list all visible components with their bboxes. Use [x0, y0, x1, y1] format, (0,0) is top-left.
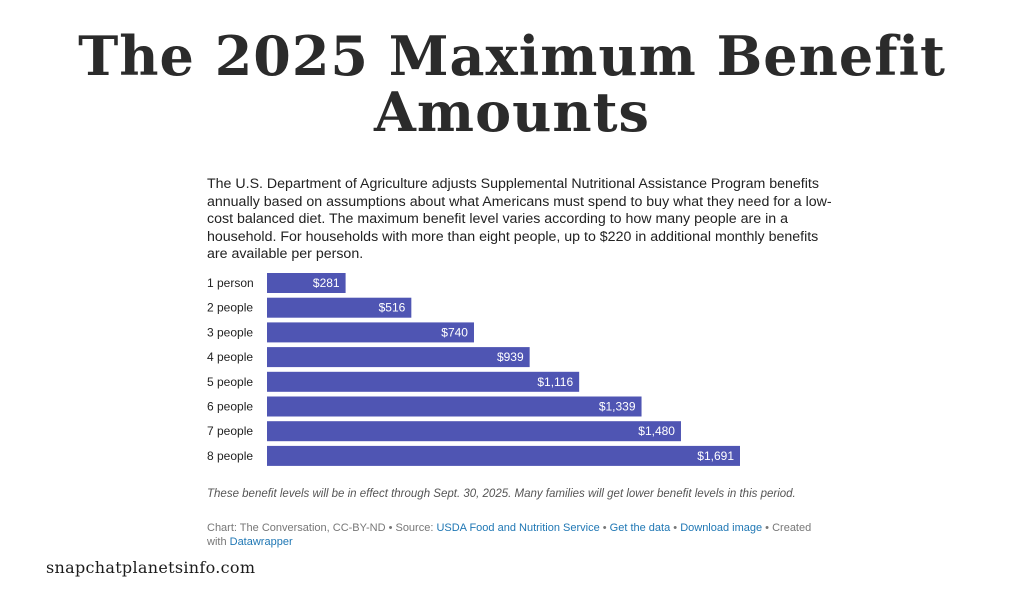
- bar-value-label: $1,116: [537, 375, 573, 389]
- datawrapper-link[interactable]: Datawrapper: [229, 536, 293, 548]
- bar: [267, 297, 412, 318]
- category-label: 2 people: [207, 301, 253, 315]
- source-link[interactable]: USDA Food and Nutrition Service: [436, 522, 600, 534]
- credits-prefix: Chart: The Conversation, CC-BY-ND • Sour…: [207, 522, 437, 534]
- category-label: 4 people: [207, 350, 253, 364]
- bar-chart: 1 person $281 2 people $516 3 people $740 4 pe…: [207, 273, 740, 466]
- bar-value-label: $939: [497, 350, 524, 364]
- bar-value-label: $1,480: [638, 424, 675, 438]
- bar-value-label: $1,691: [697, 449, 734, 463]
- bar-value-label: $281: [313, 276, 340, 290]
- bar-value-label: $1,339: [599, 400, 636, 414]
- chart-credits: Chart: The Conversation, CC-BY-ND • Sour…: [207, 521, 817, 549]
- credits-sep-1: •: [599, 522, 610, 534]
- bar: [267, 371, 580, 392]
- bar: [267, 445, 740, 466]
- bar-value-label: $740: [441, 325, 468, 339]
- category-label: 6 people: [207, 400, 253, 414]
- category-label: 5 people: [207, 375, 253, 389]
- page-title: The 2025 Maximum Benefit Amounts: [0, 28, 1024, 140]
- chart-description: The U.S. Department of Agriculture adjus…: [207, 176, 832, 262]
- bar-value-label: $516: [379, 301, 406, 315]
- chart-notes: These benefit levels will be in effect t…: [207, 488, 796, 500]
- category-label: 7 people: [207, 424, 253, 438]
- site-watermark: snapchatplanetsinfo.com: [46, 558, 256, 577]
- category-label: 8 people: [207, 449, 253, 463]
- category-label: 1 person: [207, 276, 254, 290]
- title-line-1: The 2025 Maximum Benefit: [78, 24, 946, 88]
- credits-created: • Created with: [207, 522, 812, 548]
- bar: [267, 273, 346, 293]
- bar: [267, 396, 642, 417]
- category-label: 3 people: [207, 325, 253, 339]
- bar: [267, 421, 681, 442]
- bar: [267, 322, 474, 343]
- credits-sep-2: •: [670, 522, 681, 534]
- bar: [267, 347, 530, 368]
- title-line-2: Amounts: [374, 80, 650, 144]
- download-image-link[interactable]: Download image: [680, 522, 763, 534]
- get-data-link[interactable]: Get the data: [609, 522, 671, 534]
